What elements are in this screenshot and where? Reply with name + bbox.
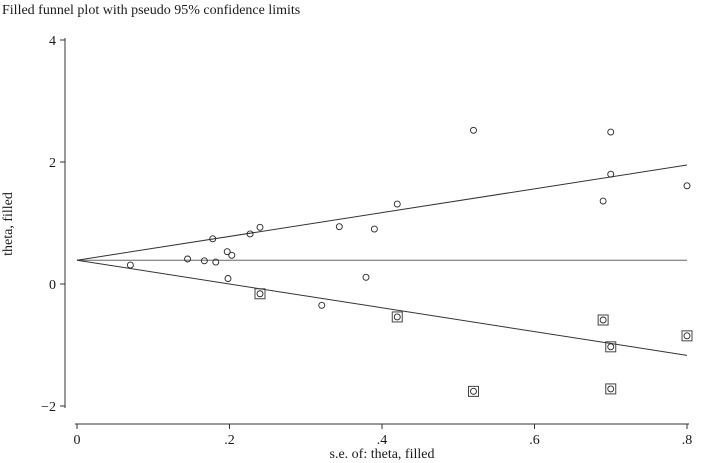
y-tick-label: 0: [49, 278, 56, 293]
filled-study-square: [605, 341, 617, 353]
study-point: [393, 200, 401, 208]
y-tick-label: 2: [49, 156, 56, 171]
upper-confidence-limit-line: [76, 164, 688, 261]
study-point: [607, 170, 615, 178]
study-point: [335, 223, 343, 231]
study-point: [470, 126, 477, 134]
x-tick-label: 0: [74, 433, 81, 448]
study-point: [209, 235, 217, 243]
study-point: [126, 261, 134, 269]
study-point: [683, 332, 691, 340]
study-point: [223, 248, 231, 256]
plot-area: −2 0 2 4 0 .2 .4 .6 .8: [41, 34, 693, 448]
study-point: [393, 313, 401, 321]
filled-study-square: [681, 330, 693, 342]
study-point: [212, 258, 220, 266]
filled-study-square: [605, 383, 617, 395]
study-point: [370, 225, 378, 233]
x-tick-label: .6: [529, 433, 540, 448]
chart-title: Filled funnel plot with pseudo 95% confi…: [2, 3, 300, 18]
filled-study-square: [468, 385, 479, 397]
study-point: [318, 301, 326, 309]
study-point: [470, 387, 477, 395]
x-tick-label: .8: [682, 433, 693, 448]
y-axis-label: theta, filled: [1, 192, 16, 256]
study-point: [599, 316, 607, 324]
study-point: [599, 197, 607, 205]
study-point: [607, 343, 615, 351]
study-point: [607, 128, 615, 136]
study-point: [200, 257, 208, 265]
y-tick-label: 4: [49, 34, 56, 49]
x-tick-label: .4: [377, 433, 388, 448]
filled-study-square: [254, 288, 266, 300]
filled-study-square: [391, 311, 403, 323]
study-point: [256, 290, 264, 298]
y-tick-label: −2: [41, 400, 56, 415]
study-point: [256, 223, 264, 231]
filled-study-square: [597, 314, 609, 326]
x-tick-label: .2: [224, 433, 235, 448]
lower-confidence-limit-line: [76, 259, 688, 356]
x-axis-label: s.e. of: theta, filled: [330, 447, 435, 462]
study-point: [683, 182, 691, 190]
study-point: [246, 230, 254, 238]
study-point: [228, 251, 236, 259]
study-point: [224, 275, 232, 282]
study-point: [362, 273, 370, 281]
study-point: [607, 385, 615, 393]
study-point: [184, 255, 192, 263]
